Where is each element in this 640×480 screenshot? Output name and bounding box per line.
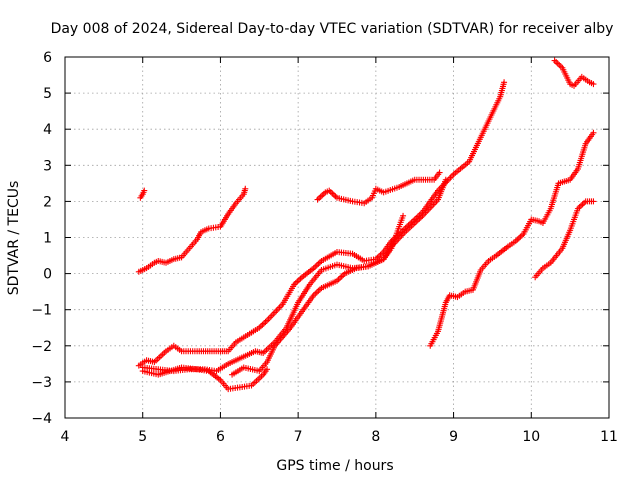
data-point [264, 366, 271, 373]
data-point [436, 169, 443, 176]
x-tick-label: 9 [449, 429, 458, 445]
data-point [590, 129, 597, 136]
x-tick-label: 5 [138, 429, 147, 445]
marks [135, 57, 597, 393]
series-arc-a-low [135, 185, 249, 275]
series-arc-h [532, 198, 597, 281]
series-arc-d [139, 364, 271, 393]
y-tick-label: 2 [43, 194, 52, 210]
y-tick-label: 3 [43, 158, 52, 174]
y-tick-label: −1 [31, 303, 52, 319]
x-axis-label: GPS time / hours [276, 458, 393, 474]
series-arc-a-start [137, 187, 148, 201]
y-tick-label: −3 [31, 375, 52, 391]
series-arc-c [139, 176, 449, 375]
x-tick-label: 10 [522, 429, 540, 445]
series-arc-e [229, 212, 407, 378]
y-axis-label: SDTVAR / TECUs [6, 181, 22, 296]
series-arc-b [135, 79, 508, 369]
plot-frame [64, 56, 610, 419]
chart-title: Day 008 of 2024, Sidereal Day-to-day VTE… [51, 21, 614, 37]
data-point [400, 212, 407, 219]
y-tick-label: 4 [43, 122, 52, 138]
data-point [442, 176, 449, 183]
x-tick-label: 7 [294, 429, 303, 445]
y-tick-label: 6 [43, 50, 52, 66]
data-point [501, 79, 508, 86]
data-point [242, 185, 249, 192]
x-tick-label: 11 [600, 429, 618, 445]
data-point [590, 198, 597, 205]
y-tick-label: −2 [31, 339, 52, 355]
data-point [590, 81, 597, 88]
series-arc-g [427, 129, 597, 349]
series-arc-i [551, 57, 597, 89]
data-point [141, 187, 148, 194]
x-tick-label: 6 [216, 429, 225, 445]
x-tick-label: 8 [371, 429, 380, 445]
grid [65, 57, 609, 418]
y-tick-label: −4 [31, 411, 52, 427]
x-tick-label: 4 [61, 429, 70, 445]
y-tick-label: 5 [43, 86, 52, 102]
tick-labels: 4 5 6 7 8 9 10 11 −4 −3 −2 −1 0 1 2 3 4 5 6 [31, 50, 618, 445]
y-tick-label: 1 [43, 231, 52, 247]
y-tick-label: 0 [43, 267, 52, 283]
series-arc-f [314, 169, 443, 207]
